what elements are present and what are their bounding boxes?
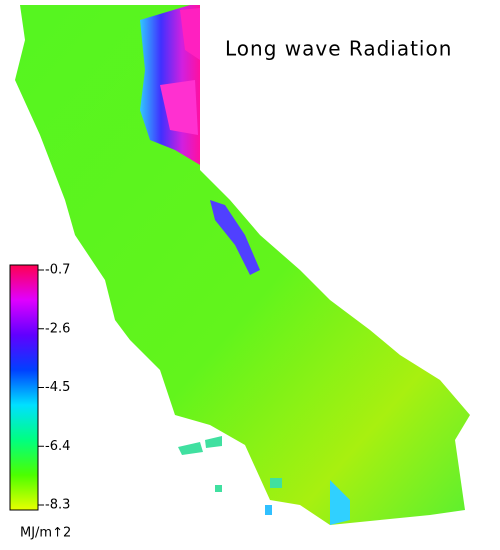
colorbar-tick-label: -4.5 [45,380,70,395]
colorbar-tick-label: -6.4 [45,439,70,454]
california-map [15,5,470,525]
colorbar-tick-label: -2.6 [45,321,70,336]
colorbar [9,264,39,511]
colorbar-tick-label: -8.3 [45,498,70,513]
colorbar-tick-label: -0.7 [45,263,70,278]
map-title: Long wave Radiation [225,37,452,61]
colorbar-unit: MJ/m↑2 [20,526,71,541]
